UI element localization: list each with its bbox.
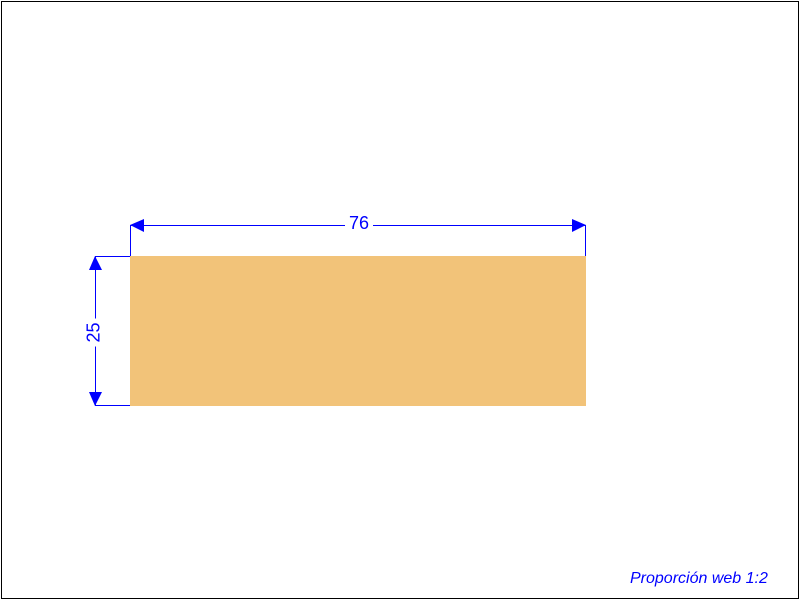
left-dim-arrow-bottom — [89, 392, 102, 406]
top-dim-arrow-right — [572, 219, 586, 232]
left-dim-label: 25 — [84, 318, 105, 346]
left-dim-arrow-top — [89, 256, 102, 270]
top-dim-label: 76 — [345, 213, 373, 234]
top-dim-arrow-left — [130, 219, 144, 232]
footer-scale-text: Proporción web 1:2 — [630, 570, 768, 588]
main-rectangle — [130, 256, 586, 406]
diagram-canvas: 76 25 Proporción web 1:2 — [0, 0, 800, 600]
